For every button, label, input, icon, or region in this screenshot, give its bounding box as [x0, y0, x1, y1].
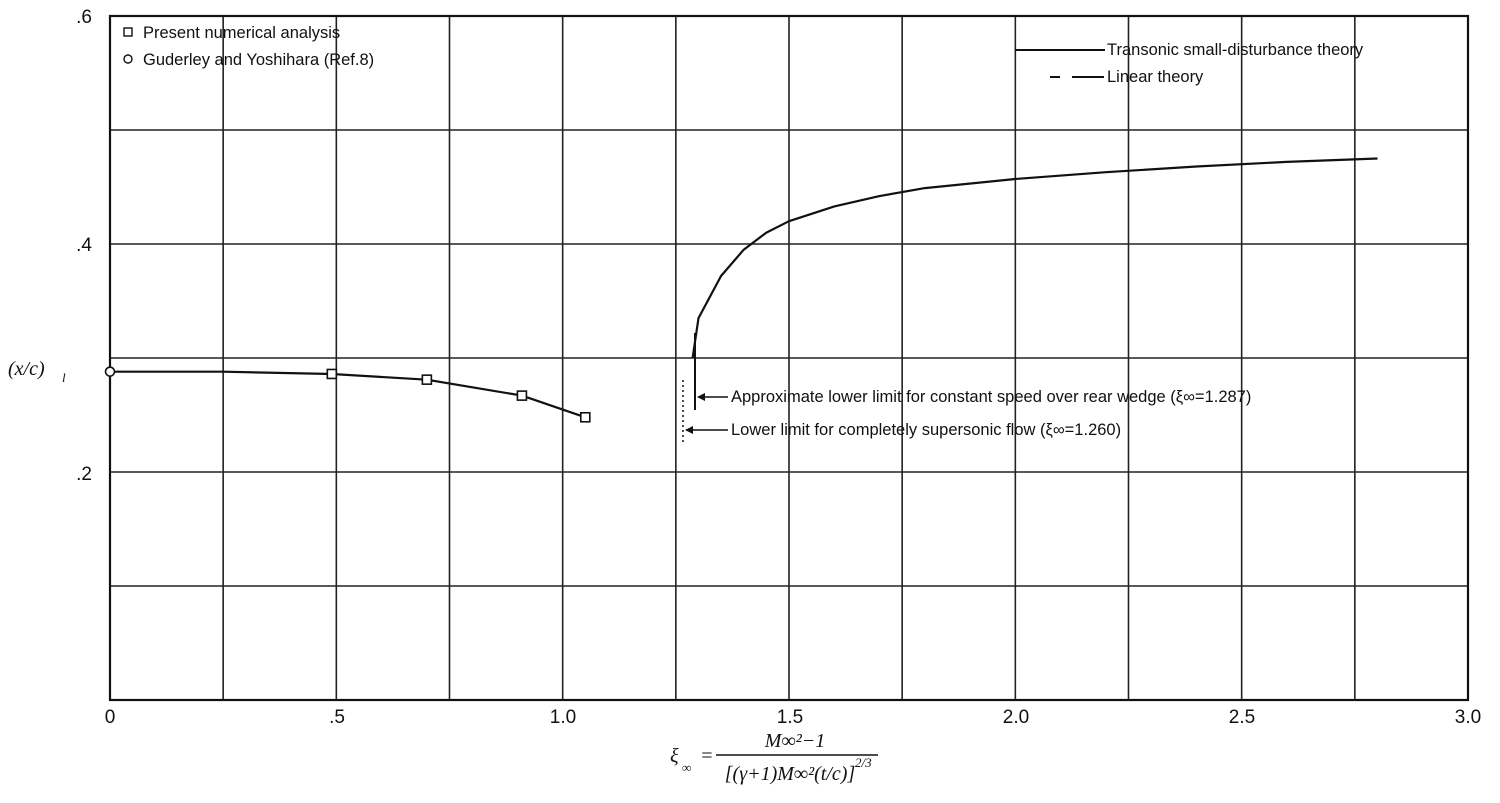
y-axis-label-sub: l: [62, 370, 66, 385]
legend-right: Transonic small-disturbance theory Linea…: [1015, 41, 1364, 86]
x-axis-label: ξ ∞ = M∞²−1 [(γ+1)M∞²(t/c)] 2/3: [670, 730, 878, 785]
axes: [108, 14, 1470, 702]
y-tick-label: .2: [76, 464, 92, 485]
x-tick-labels: 0 .5 1.0 1.5 2.0 2.5 3.0: [105, 707, 1482, 728]
data-point-square: [421, 374, 433, 385]
data-point-circle: [104, 366, 116, 377]
x-label-numerator: M∞²−1: [764, 730, 825, 752]
legend-label: Guderley and Yoshihara (Ref.8): [143, 51, 374, 69]
x-label-xi-sub: ∞: [682, 760, 691, 775]
x-label-xi: ξ: [670, 745, 679, 767]
x-tick-label: 1.5: [777, 707, 803, 728]
x-label-denominator-exponent: 2/3: [855, 755, 872, 770]
annotation-text: Approximate lower limit for constant spe…: [731, 388, 1251, 406]
y-tick-label: .6: [76, 7, 92, 28]
x-tick-label: 1.0: [550, 707, 576, 728]
x-tick-label: 0: [105, 707, 116, 728]
x-tick-label: 3.0: [1455, 707, 1481, 728]
y-tick-labels: .2 .4 .6: [76, 7, 92, 485]
series-line: [691, 157, 1378, 359]
series-line: [110, 370, 586, 419]
plot-frame: [108, 14, 1470, 702]
annotation-arrowhead: [685, 426, 693, 434]
annotation-arrowhead: [697, 393, 705, 401]
y-axis-label-main: (x/c): [8, 358, 45, 380]
y-tick-label: .4: [76, 235, 92, 256]
x-label-denominator: [(γ+1)M∞²(t/c)]: [725, 763, 856, 785]
x-label-eq: =: [700, 745, 714, 767]
legend-square-marker: [123, 27, 133, 37]
x-tick-label: 2.5: [1229, 707, 1255, 728]
data-point-square: [579, 411, 591, 423]
x-tick-label: 2.0: [1003, 707, 1029, 728]
annotations: Approximate lower limit for constant spe…: [682, 333, 1251, 445]
legend-label: Present numerical analysis: [143, 24, 340, 42]
annotation-text: Lower limit for completely supersonic fl…: [731, 421, 1121, 439]
data-point-square: [516, 390, 528, 401]
series: [104, 157, 1378, 423]
data-point-square: [326, 368, 338, 380]
grid: [110, 16, 1468, 700]
legend-circle-marker: [123, 54, 133, 64]
y-axis-label: (x/c) l: [8, 358, 66, 385]
legend-label: Transonic small-disturbance theory: [1107, 41, 1364, 59]
legend-left: Present numerical analysis Guderley and …: [123, 24, 374, 69]
legend-label: Linear theory: [1107, 68, 1204, 86]
x-tick-label: .5: [329, 707, 345, 728]
